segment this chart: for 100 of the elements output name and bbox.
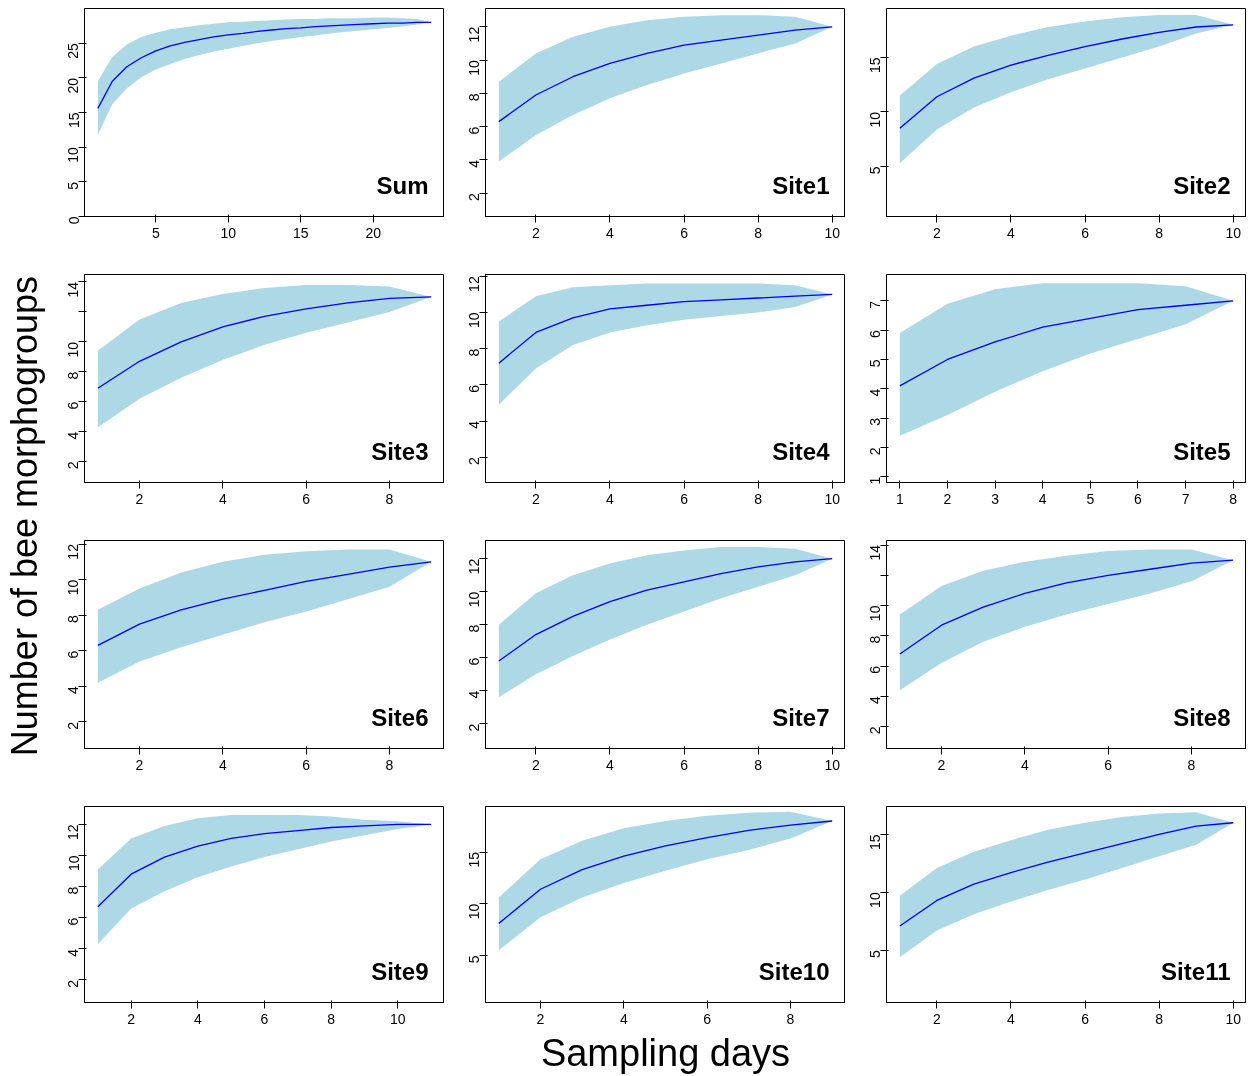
x-tick-label: 6 <box>1134 490 1143 507</box>
x-tick-label: 6 <box>703 1010 712 1027</box>
y-tick-label: 4 <box>466 159 483 168</box>
x-tick-label: 3 <box>991 490 1000 507</box>
x-tick-label: 4 <box>606 224 615 241</box>
x-tick-label: 2 <box>932 1010 941 1027</box>
x-tick-label: 2 <box>932 224 941 241</box>
y-tick-label: 6 <box>65 917 82 926</box>
y-tick-label: 8 <box>867 635 884 644</box>
x-tick-label: 2 <box>531 756 540 773</box>
x-tick-label: 8 <box>754 224 763 241</box>
x-tick-label: 6 <box>302 490 311 507</box>
y-tick-label: 12 <box>466 276 483 292</box>
annotation: Site7 <box>772 703 830 731</box>
x-tick-label: 4 <box>218 756 227 773</box>
y-tick-label: 4 <box>867 696 884 705</box>
x-tick-label: 8 <box>754 490 763 507</box>
x-tick-label: 2 <box>135 756 144 773</box>
y-tick-label: 12 <box>466 26 483 43</box>
x-tick-label: 6 <box>680 224 689 241</box>
x-tick-label: 4 <box>1007 224 1016 241</box>
y-tick-label: 10 <box>466 591 483 608</box>
y-tick-label: 4 <box>65 948 82 957</box>
y-tick-label: 15 <box>65 112 82 129</box>
y-tick-label: 15 <box>867 57 884 74</box>
x-tick-label: 1 <box>895 490 904 507</box>
annotation: Sum <box>376 171 429 199</box>
x-tick-label: 10 <box>824 490 841 507</box>
y-tick-label: 2 <box>65 979 82 988</box>
y-tick-label: 6 <box>466 126 483 135</box>
x-tick-label: 5 <box>1086 490 1095 507</box>
x-tick-label: 10 <box>1225 1010 1242 1027</box>
y-tick-label: 0 <box>65 216 82 225</box>
y-tick-label: 5 <box>867 359 884 368</box>
y-tick-label: 4 <box>466 420 483 429</box>
x-tick-label: 8 <box>385 490 394 507</box>
annotation: Site6 <box>371 703 429 731</box>
x-tick-label: 2 <box>531 490 540 507</box>
y-tick-label: 6 <box>65 401 82 410</box>
y-tick-label: 10 <box>65 341 82 358</box>
x-tick-label: 8 <box>1155 1010 1164 1027</box>
y-axis-title: Number of bee morphogroups <box>4 275 45 757</box>
y-tick-label: 14 <box>867 544 884 561</box>
x-tick-label: 6 <box>302 756 311 773</box>
x-tick-label: 7 <box>1181 490 1190 507</box>
y-tick-label: 4 <box>65 686 82 695</box>
y-tick-label: 5 <box>867 166 884 175</box>
y-tick-label: 5 <box>65 181 82 190</box>
x-tick-label: 10 <box>220 224 237 241</box>
x-tick-label: 4 <box>606 490 615 507</box>
y-tick-label: 4 <box>867 388 884 397</box>
x-tick-label: 15 <box>292 224 309 241</box>
x-axis-title: Sampling days <box>540 1031 791 1074</box>
y-tick-label: 10 <box>867 892 884 908</box>
x-tick-label: 4 <box>1007 1010 1016 1027</box>
y-tick-label: 2 <box>65 461 82 470</box>
x-tick-label: 2 <box>937 756 946 773</box>
x-tick-label: 8 <box>385 756 394 773</box>
x-tick-label: 4 <box>218 490 227 507</box>
y-tick-label: 6 <box>867 665 884 674</box>
y-tick-label: 10 <box>466 59 483 76</box>
x-tick-label: 2 <box>531 224 540 241</box>
y-tick-label: 5 <box>466 955 483 964</box>
y-tick-label: 3 <box>867 417 884 426</box>
annotation: Site3 <box>371 437 429 465</box>
x-tick-label: 8 <box>786 1010 795 1027</box>
annotation: Site2 <box>1173 171 1231 199</box>
annotation: Site1 <box>772 171 830 199</box>
y-tick-label: 2 <box>867 447 884 456</box>
x-tick-label: 6 <box>260 1010 269 1027</box>
x-tick-label: 4 <box>193 1010 202 1027</box>
y-tick-label: 2 <box>867 726 884 735</box>
x-tick-label: 6 <box>1081 1010 1090 1027</box>
x-tick-label: 6 <box>1104 756 1113 773</box>
x-tick-label: 8 <box>1155 224 1164 241</box>
annotation: Site5 <box>1173 437 1231 465</box>
y-tick-label: 4 <box>65 431 82 440</box>
x-tick-label: 4 <box>619 1010 628 1027</box>
y-tick-label: 5 <box>867 950 884 959</box>
y-tick-label: 10 <box>65 146 82 163</box>
annotation: Site10 <box>758 957 830 985</box>
x-tick-label: 4 <box>1038 490 1047 507</box>
x-tick-label: 5 <box>151 224 160 241</box>
y-tick-label: 15 <box>466 851 483 868</box>
y-tick-label: 20 <box>65 77 82 94</box>
x-tick-label: 10 <box>824 756 841 773</box>
annotation: Site4 <box>772 437 831 465</box>
y-tick-label: 2 <box>65 721 82 730</box>
y-tick-label: 6 <box>466 657 483 666</box>
x-tick-label: 2 <box>943 490 952 507</box>
y-tick-label: 4 <box>466 690 483 699</box>
x-tick-label: 6 <box>680 490 689 507</box>
y-tick-label: 12 <box>65 824 82 840</box>
y-tick-label: 1 <box>867 476 884 485</box>
y-tick-label: 6 <box>867 329 884 338</box>
x-tick-label: 10 <box>390 1010 406 1027</box>
y-tick-label: 8 <box>65 886 82 895</box>
y-tick-label: 10 <box>65 579 82 596</box>
y-tick-label: 12 <box>65 543 82 560</box>
x-tick-label: 10 <box>1225 224 1242 241</box>
